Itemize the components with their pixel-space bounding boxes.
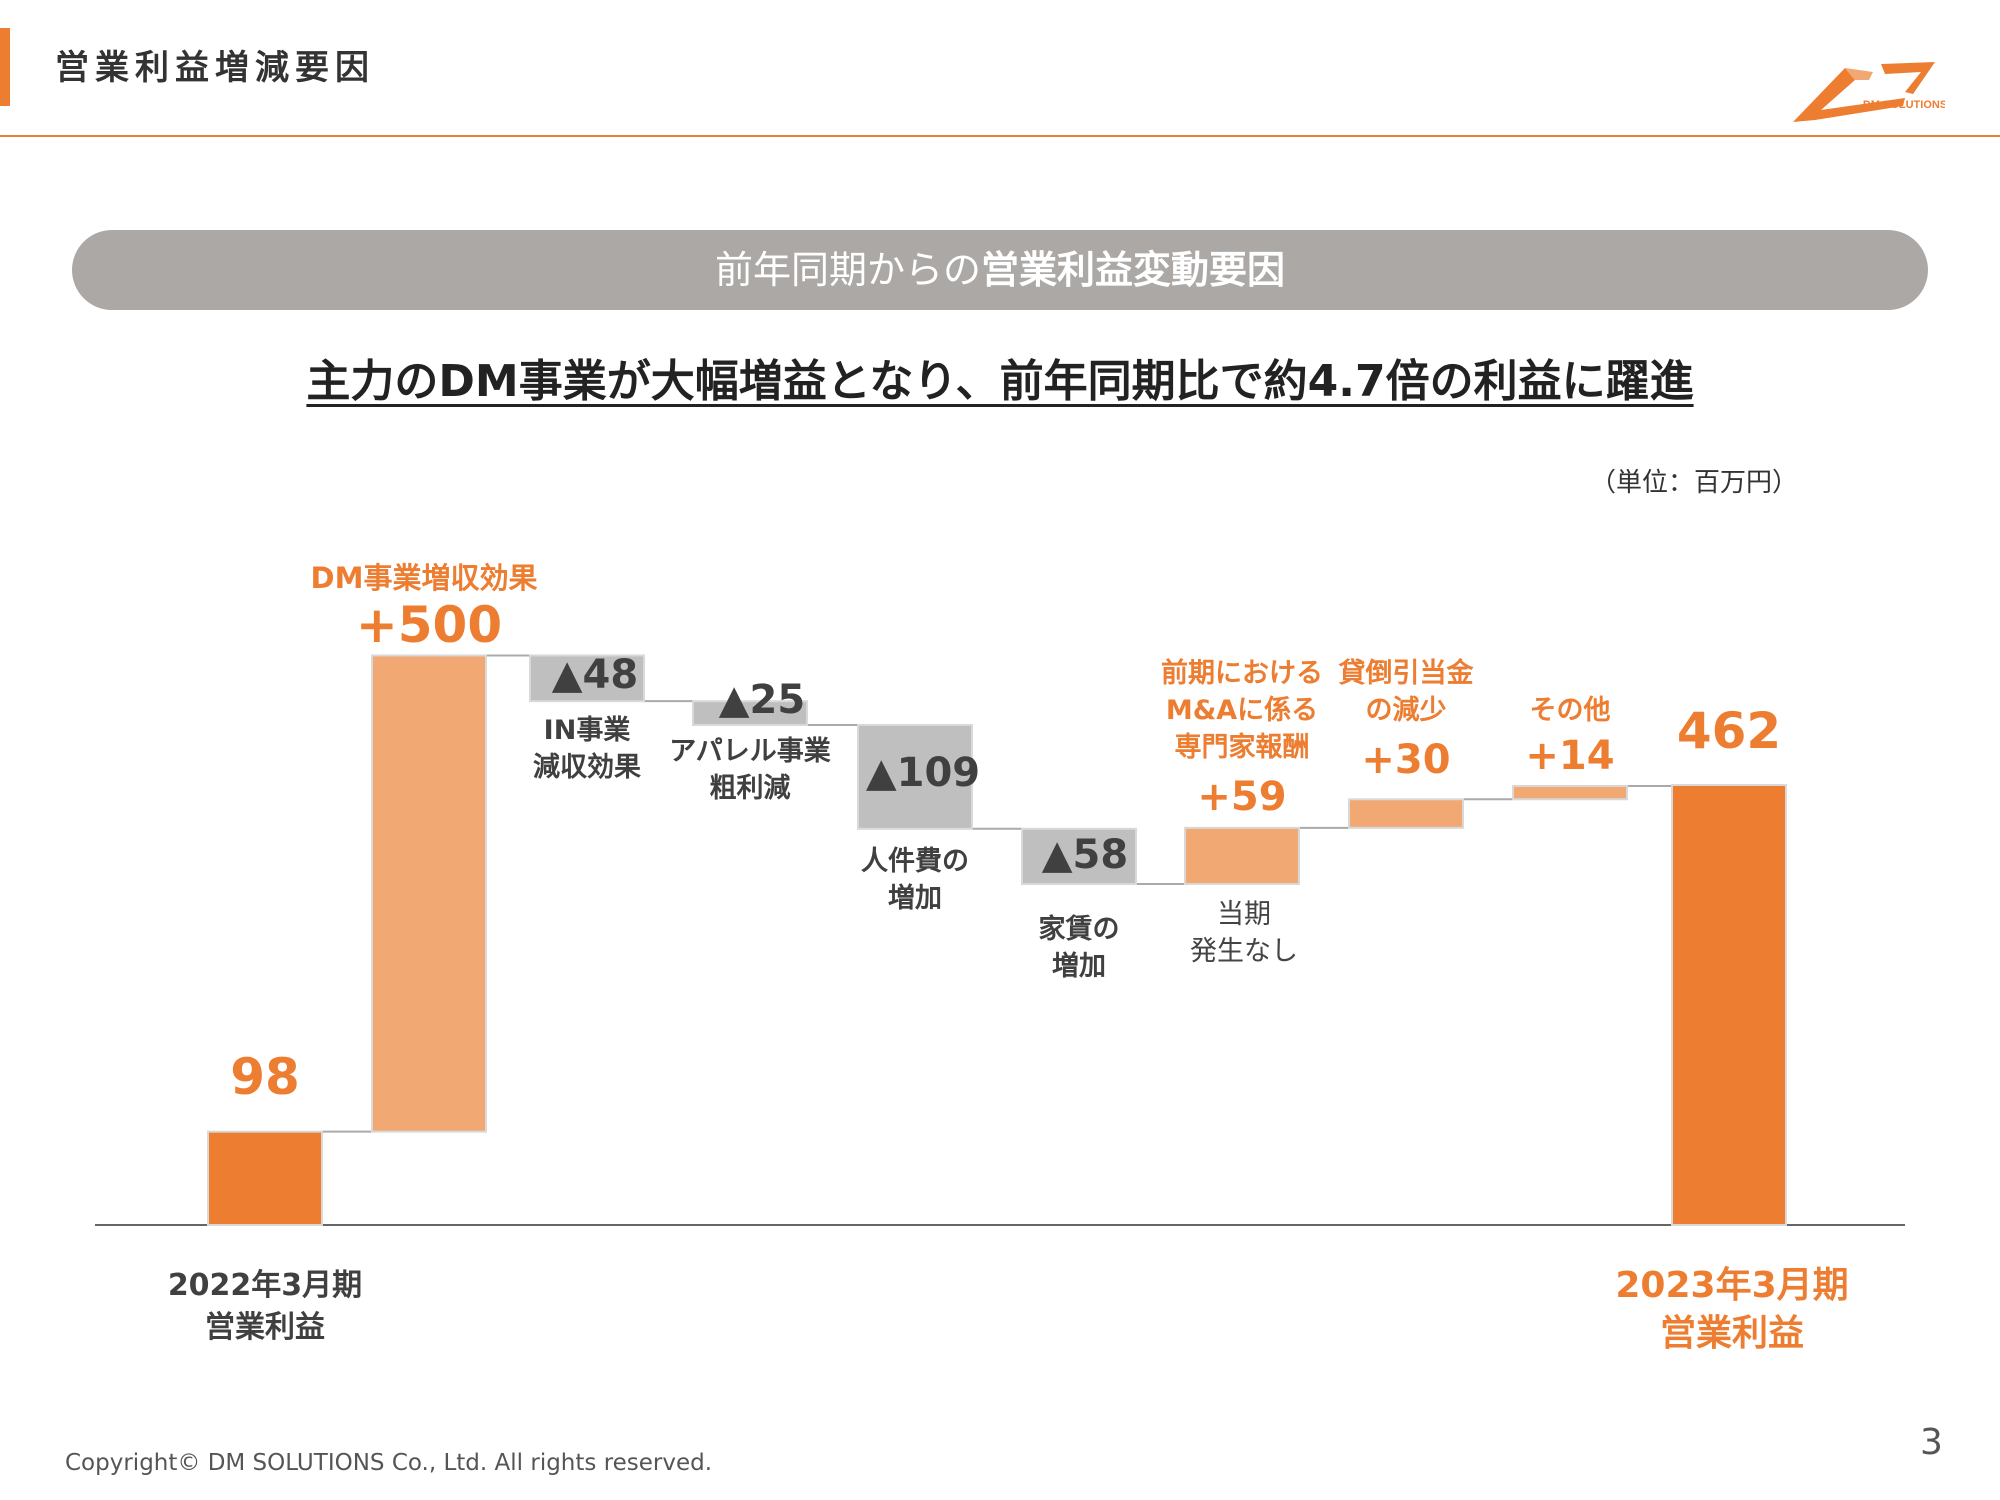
headline-text: 主力のDM事業が大幅増益となり、前年同期比で約4.7倍の利益に躍進: [306, 356, 1694, 407]
category-label-ma: 前期における M&Aに係る 専門家報酬: [1132, 655, 1352, 766]
category-label-other: その他: [1470, 692, 1670, 729]
category-label-ma-line: 専門家報酬: [1174, 732, 1310, 763]
bar-10: [1671, 783, 1787, 1226]
bar-7: [1184, 826, 1300, 886]
category-label-other-line: その他: [1529, 695, 1611, 726]
value-label-rent: ▲58: [1041, 832, 1129, 878]
value-label-other: +14: [1525, 733, 1615, 779]
category-label-personnel-line: 人件費の: [861, 846, 969, 877]
category-label-bad-debt-line: 貸倒引当金: [1338, 658, 1474, 689]
note-label-ma: 当期 発生なし: [1144, 896, 1344, 970]
copyright-text: Copyright© DM SOLUTIONS Co., Ltd. All ri…: [65, 1450, 713, 1476]
category-label-apparel-line: アパレル事業: [669, 736, 831, 767]
note-label-ma-line: 当期: [1217, 899, 1271, 930]
category-label-apparel: アパレル事業 粗利減: [640, 733, 860, 807]
header-divider: [0, 135, 2000, 137]
page-title: 営業利益増減要因: [55, 48, 375, 88]
category-label-2023-line: 2023年3月期: [1615, 1265, 1849, 1306]
category-label-apparel-line: 粗利減: [709, 773, 791, 804]
header-accent-bar: [0, 28, 10, 106]
logo-text: DM SOLUTIONS: [1863, 99, 1945, 111]
section-banner: [72, 230, 1928, 310]
category-label-2022-line: 2022年3月期: [167, 1268, 363, 1303]
bar-1: [207, 1130, 323, 1226]
category-label-bad-debt-line: の減少: [1365, 695, 1447, 726]
value-label-2022: 98: [230, 1048, 300, 1106]
company-logo: DM SOLUTIONS: [1793, 62, 1945, 122]
value-label-personnel: ▲109: [865, 750, 981, 796]
category-label-dm: DM事業増収効果: [274, 555, 574, 597]
note-label-ma-line: 発生なし: [1190, 936, 1298, 967]
category-label-rent: 家賃の 増加: [979, 911, 1179, 985]
category-label-2023: 2023年3月期 営業利益: [1572, 1262, 1892, 1358]
bar-2: [371, 654, 487, 1133]
bar-4: [692, 700, 808, 726]
value-label-in: ▲48: [551, 652, 639, 698]
section-banner-text: 前年同期からの営業利益変動要因: [72, 230, 1928, 310]
banner-text-normal: 前年同期からの: [714, 248, 981, 292]
category-label-personnel: 人件費の 増加: [815, 843, 1015, 917]
category-label-in-line: IN事業: [543, 715, 631, 746]
unit-label: （単位：百万円）: [1590, 468, 1799, 498]
category-label-dm-line: DM事業増収効果: [310, 561, 538, 595]
page-number: 3: [1920, 1422, 1943, 1463]
category-label-rent-line: 家賃の: [1038, 914, 1120, 945]
category-label-2022-line: 営業利益: [205, 1310, 325, 1345]
value-label-dm: +500: [355, 596, 503, 654]
value-label-2023: 462: [1676, 702, 1782, 760]
category-label-in-line: 減収効果: [533, 752, 641, 783]
bar-6: [1021, 827, 1137, 886]
bar-8: [1348, 798, 1464, 829]
bar-5: [857, 723, 973, 830]
category-label-personnel-line: 増加: [888, 883, 942, 914]
bar-3: [529, 654, 645, 703]
category-label-2023-line: 営業利益: [1659, 1313, 1804, 1354]
category-label-2022: 2022年3月期 営業利益: [115, 1265, 415, 1349]
bar-9: [1512, 784, 1628, 801]
banner-text-bold: 営業利益変動要因: [981, 248, 1286, 292]
category-label-ma-line: 前期における: [1161, 658, 1323, 689]
category-label-bad-debt: 貸倒引当金 の減少: [1306, 655, 1506, 729]
category-label-in: IN事業減収効果: [487, 712, 687, 786]
value-label-apparel: ▲25: [718, 677, 806, 723]
headline: 主力のDM事業が大幅増益となり、前年同期比で約4.7倍の利益に躍進: [0, 345, 2000, 409]
value-label-bad-debt: +30: [1361, 737, 1451, 783]
category-label-rent-line: 増加: [1052, 951, 1106, 982]
value-label-ma: +59: [1197, 774, 1287, 820]
category-label-ma-line: M&Aに係る: [1165, 695, 1319, 726]
